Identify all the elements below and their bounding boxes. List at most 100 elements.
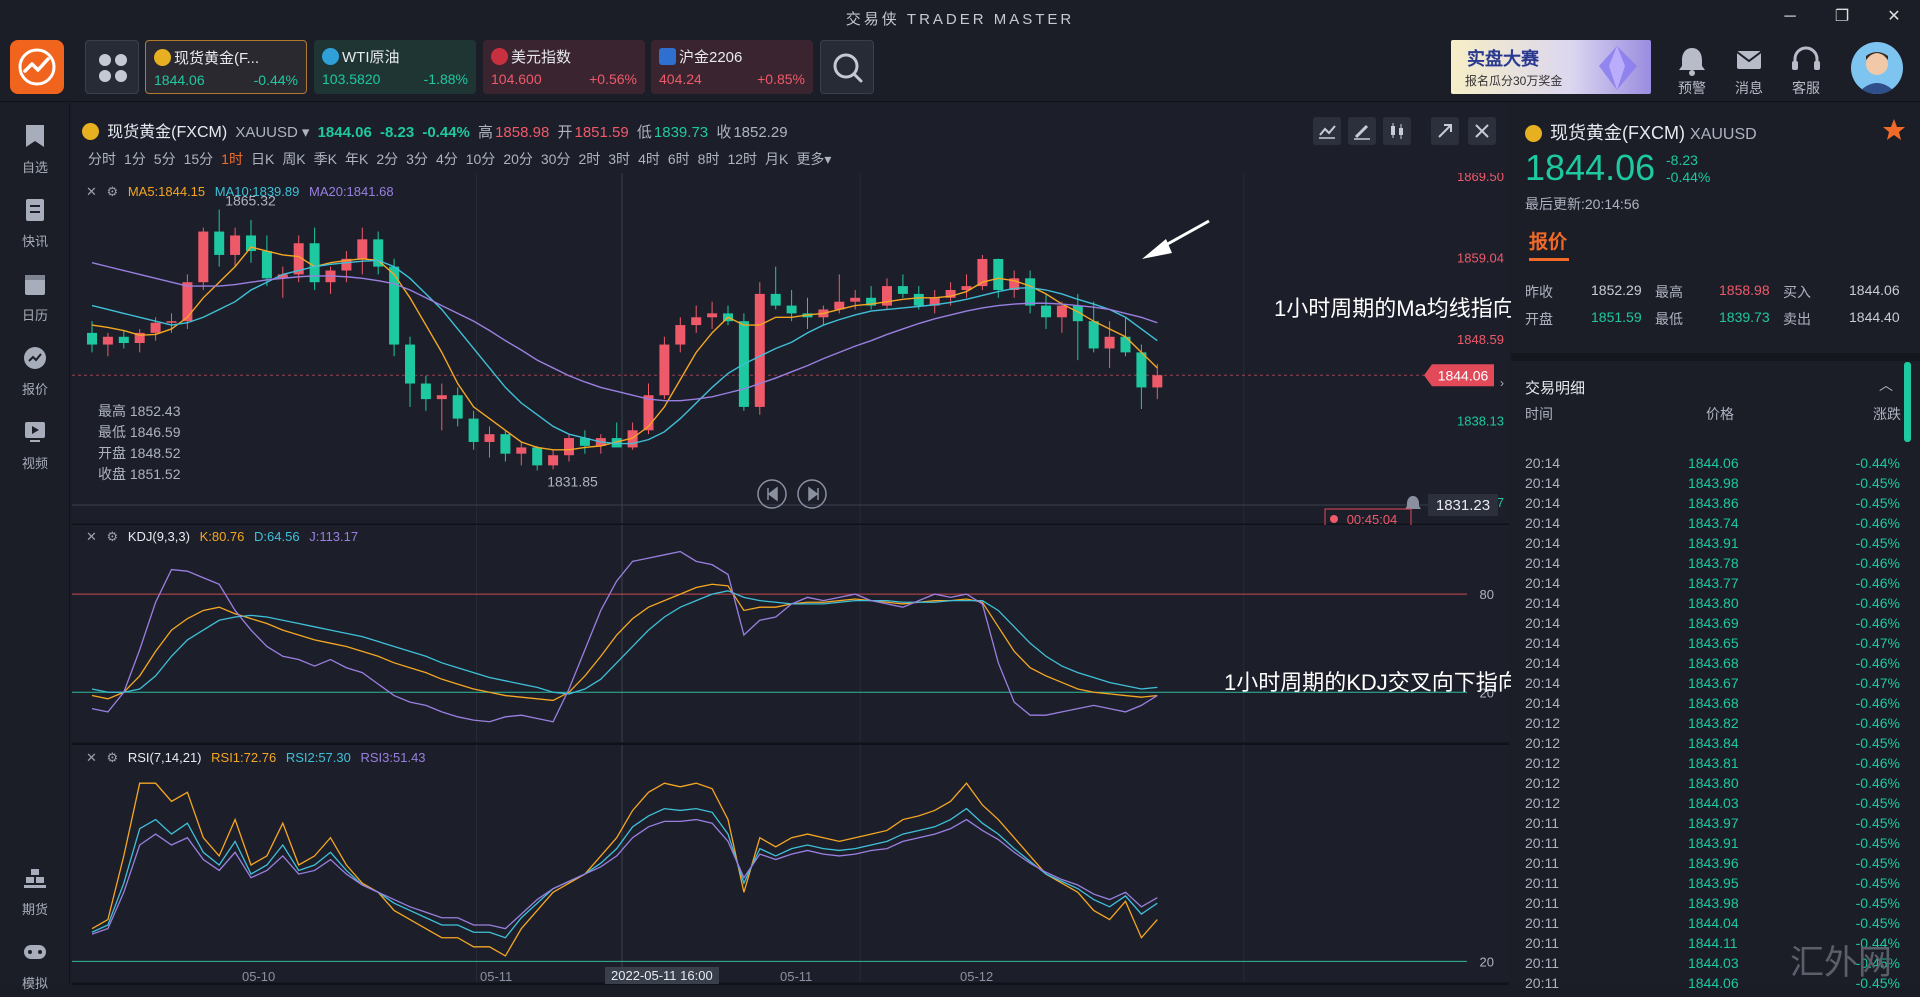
- headset-icon: [1792, 46, 1820, 70]
- nav-watchlist[interactable]: 自选: [0, 117, 70, 181]
- alert-button[interactable]: 预警: [1667, 42, 1717, 98]
- settings-icon[interactable]: ⚙: [106, 750, 119, 765]
- candle-body: [198, 231, 209, 283]
- trade-price: 1843.82: [1688, 715, 1739, 731]
- period-option[interactable]: 月K: [765, 151, 789, 167]
- indicator-button[interactable]: [1313, 117, 1341, 145]
- service-button[interactable]: 客服: [1781, 42, 1831, 98]
- period-option[interactable]: 4分: [435, 151, 458, 167]
- quote-value: 1844.06: [1849, 282, 1900, 298]
- period-option[interactable]: 年K: [345, 151, 369, 167]
- rp-title: 现货黄金(FXCM) XAUUSD: [1525, 119, 1757, 145]
- close-chart-button[interactable]: [1468, 117, 1496, 145]
- trade-row: 20:11 1843.98 -0.45%: [1511, 895, 1906, 915]
- close-window-button[interactable]: ✕: [1887, 8, 1901, 25]
- trade-time: 20:14: [1525, 535, 1561, 551]
- nav-news[interactable]: 快讯: [0, 191, 70, 255]
- user-avatar[interactable]: [1851, 42, 1903, 94]
- instrument-code[interactable]: XAUUSD: [235, 124, 298, 141]
- quote-card-gold[interactable]: 现货黄金(F... 1844.06 -0.44%: [145, 40, 307, 94]
- favorite-button[interactable]: [1881, 117, 1907, 143]
- collapse-button[interactable]: [1431, 117, 1459, 145]
- draw-tool-button[interactable]: [1348, 117, 1376, 145]
- period-option[interactable]: 2时: [578, 151, 601, 167]
- period-option[interactable]: 分时: [88, 151, 116, 167]
- period-option[interactable]: 8时: [697, 151, 720, 167]
- nav-quotes[interactable]: 报价: [0, 339, 70, 403]
- code-dropdown-icon[interactable]: ▾: [301, 124, 310, 141]
- tab-quote[interactable]: 报价: [1529, 232, 1568, 253]
- trade-change: -0.45%: [1855, 915, 1900, 931]
- search-button[interactable]: [820, 40, 874, 94]
- trade-row: 20:14 1843.77 -0.46%: [1511, 575, 1906, 595]
- period-option[interactable]: 日K: [250, 151, 275, 167]
- quote-change: +0.56%: [589, 71, 637, 87]
- trade-price: 1844.11: [1688, 935, 1738, 951]
- open-value: 1851.59: [574, 124, 629, 141]
- period-option[interactable]: 4时: [638, 151, 660, 167]
- candle-body: [516, 447, 527, 454]
- stat-high: 最高 1852.43: [98, 403, 181, 419]
- collapse-chevron-icon[interactable]: ︿: [1879, 377, 1893, 393]
- period-option[interactable]: 10分: [465, 151, 496, 167]
- close-value: 1852.29: [733, 124, 788, 141]
- trade-time: 20:11: [1525, 835, 1559, 851]
- candle-body: [1088, 321, 1099, 349]
- trade-row: 20:11 1843.95 -0.45%: [1511, 875, 1906, 895]
- period-option[interactable]: 3时: [608, 151, 631, 167]
- rsi-panel[interactable]: 20: [72, 745, 1509, 985]
- promo-banner[interactable]: 实盘大赛 报名瓜分30万奖金: [1451, 40, 1651, 94]
- price-change-pct: -0.44%: [422, 124, 470, 141]
- avatar-icon: [1857, 52, 1897, 94]
- trade-price: 1843.98: [1688, 895, 1739, 911]
- candle-body: [500, 434, 511, 454]
- app-logo[interactable]: [10, 40, 64, 94]
- nav-calendar[interactable]: 日历: [0, 265, 70, 329]
- candle-body: [277, 274, 288, 279]
- gold-bars-icon: [24, 869, 46, 888]
- quote-card-shfe-gold[interactable]: 沪金2206 404.24 +0.85%: [651, 40, 813, 94]
- period-option[interactable]: 周K: [282, 151, 306, 167]
- message-button[interactable]: 消息: [1724, 42, 1774, 98]
- trade-price: 1843.80: [1688, 775, 1739, 791]
- candle-body: [786, 305, 797, 314]
- close-legend-icon[interactable]: ✕: [86, 184, 97, 199]
- period-option[interactable]: 12时: [727, 151, 758, 167]
- settings-icon[interactable]: ⚙: [106, 529, 119, 544]
- close-legend-icon[interactable]: ✕: [86, 529, 97, 544]
- period-option[interactable]: 5分: [153, 151, 176, 167]
- period-option[interactable]: 1时: [221, 151, 243, 167]
- kdj-panel[interactable]: 80 20: [72, 525, 1509, 745]
- nav-simulate[interactable]: 模拟: [0, 933, 70, 997]
- nav-futures[interactable]: 期货: [0, 859, 70, 923]
- trade-list-scrollbar[interactable]: [1904, 362, 1911, 442]
- period-option[interactable]: 季K: [313, 151, 337, 167]
- trade-time: 20:11: [1525, 815, 1559, 831]
- gold-coin-icon: [1525, 125, 1542, 142]
- period-option[interactable]: 15分: [183, 151, 214, 167]
- candle-body: [977, 258, 988, 287]
- candle-style-button[interactable]: [1383, 117, 1411, 145]
- prev-button[interactable]: [757, 479, 787, 509]
- quote-card-usd-index[interactable]: 美元指数 104.600 +0.56%: [483, 40, 645, 94]
- period-option[interactable]: 1分: [124, 151, 146, 167]
- period-option[interactable]: 6时: [667, 151, 690, 167]
- quote-change: +0.85%: [757, 71, 805, 87]
- candlestick-panel[interactable]: 1865.32 1831.85 1869.50 1859.04 1848.59 1838.…: [72, 173, 1509, 525]
- settings-icon[interactable]: ⚙: [106, 184, 119, 199]
- restore-button[interactable]: ❐: [1834, 8, 1850, 25]
- close-legend-icon[interactable]: ✕: [86, 750, 97, 765]
- nav-video[interactable]: 视频: [0, 413, 70, 477]
- next-button[interactable]: [797, 479, 827, 509]
- period-option[interactable]: 20分: [503, 151, 533, 167]
- period-option[interactable]: 3分: [406, 151, 428, 167]
- quote-card-wti[interactable]: WTI原油 103.5820 -1.88%: [314, 40, 476, 94]
- trade-row: 20:11 1844.11 -0.44%: [1511, 935, 1906, 955]
- period-option[interactable]: 30分: [540, 151, 571, 167]
- minimize-button[interactable]: ─: [1784, 8, 1796, 25]
- quote-change: -0.44%: [253, 72, 298, 88]
- apps-grid-button[interactable]: [85, 40, 139, 94]
- period-option[interactable]: 更多▾: [796, 151, 832, 167]
- period-option[interactable]: 2分: [376, 151, 399, 167]
- trade-time: 20:14: [1525, 695, 1561, 711]
